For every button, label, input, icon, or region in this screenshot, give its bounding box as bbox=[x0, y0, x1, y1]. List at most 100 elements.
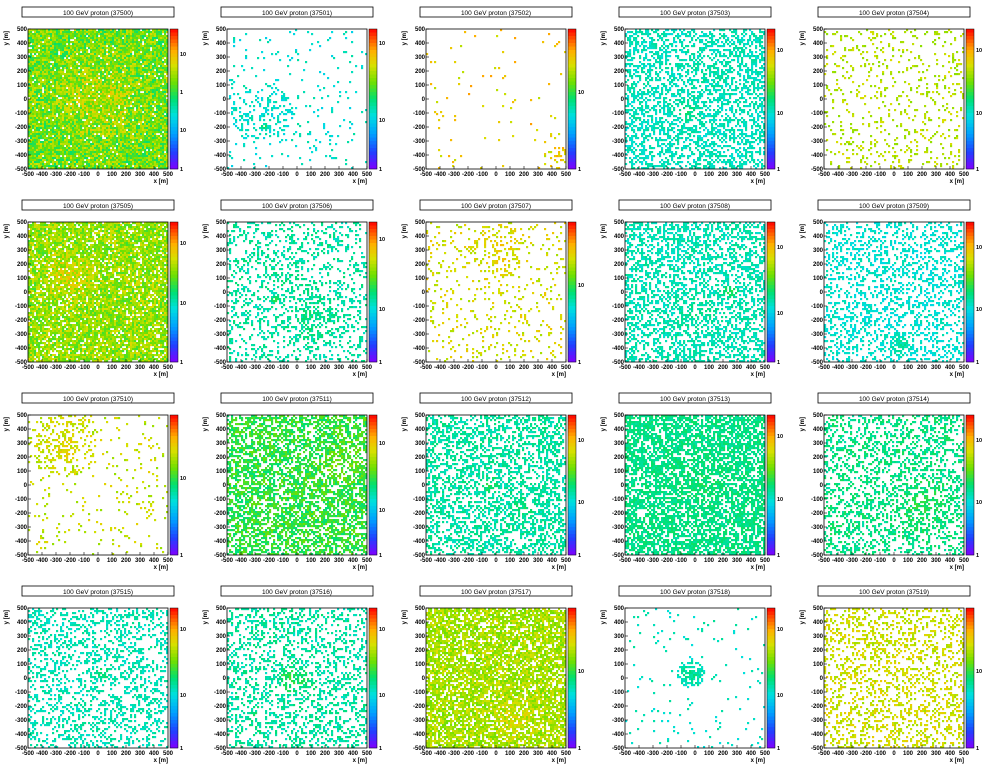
heatmap-cell bbox=[88, 135, 90, 137]
heatmap-cell bbox=[124, 53, 126, 55]
heatmap-cell bbox=[44, 153, 46, 155]
heatmap-cell bbox=[84, 71, 86, 73]
heatmap-cell bbox=[126, 37, 128, 39]
heatmap-cell bbox=[148, 121, 150, 123]
heatmap-cell bbox=[34, 37, 36, 39]
heatmap-cell bbox=[30, 151, 32, 153]
heatmap-cell bbox=[74, 101, 76, 103]
heatmap-cell bbox=[162, 129, 164, 131]
heatmap-cell bbox=[110, 149, 112, 151]
heatmap-cell bbox=[247, 91, 249, 93]
heatmap-cell bbox=[110, 35, 112, 37]
heatmap-cell bbox=[120, 85, 122, 87]
heatmap-cell bbox=[120, 165, 122, 167]
heatmap-cell bbox=[88, 153, 90, 155]
heatmap-cell bbox=[148, 75, 150, 77]
heatmap-cell bbox=[130, 61, 132, 63]
heatmap-cell bbox=[44, 77, 46, 79]
heatmap-cell bbox=[52, 97, 54, 99]
heatmap-cell bbox=[64, 59, 66, 61]
colorbar-segment bbox=[170, 131, 178, 135]
heatmap-cell bbox=[102, 83, 104, 85]
heatmap-cell bbox=[102, 141, 104, 143]
heatmap-cell bbox=[96, 157, 98, 159]
heatmap-cell bbox=[162, 165, 164, 167]
heatmap-cell bbox=[62, 49, 64, 51]
heatmap-cell bbox=[116, 139, 118, 141]
heatmap-cell bbox=[54, 47, 56, 49]
heatmap-cell bbox=[255, 153, 257, 155]
heatmap-cell bbox=[30, 67, 32, 69]
heatmap-cell bbox=[152, 99, 154, 101]
heatmap-cell bbox=[114, 67, 116, 69]
heatmap-cell bbox=[116, 55, 118, 57]
heatmap-cell bbox=[72, 87, 74, 89]
heatmap-cell bbox=[38, 69, 40, 71]
heatmap-cell bbox=[120, 43, 122, 45]
heatmap-cell bbox=[34, 165, 36, 167]
heatmap-cell bbox=[128, 129, 130, 131]
heatmap-cell bbox=[44, 145, 46, 147]
heatmap-cell bbox=[144, 97, 146, 99]
heatmap-cell bbox=[84, 77, 86, 79]
heatmap-cell bbox=[164, 51, 166, 53]
heatmap-cell bbox=[50, 137, 52, 139]
heatmap-cell bbox=[160, 161, 162, 163]
heatmap-cell bbox=[72, 117, 74, 119]
heatmap-cell bbox=[128, 87, 130, 89]
heatmap-cell bbox=[84, 109, 86, 111]
heatmap-cell bbox=[100, 77, 102, 79]
heatmap-cell bbox=[80, 155, 82, 157]
heatmap-cell bbox=[84, 149, 86, 151]
heatmap-cell bbox=[98, 39, 100, 41]
heatmap-cell bbox=[114, 37, 116, 39]
heatmap-cell bbox=[150, 111, 152, 113]
heatmap-cell bbox=[102, 119, 104, 121]
heatmap-cell bbox=[66, 31, 68, 33]
heatmap-cell bbox=[158, 41, 160, 43]
heatmap-cell bbox=[281, 129, 283, 131]
heatmap-cell bbox=[128, 55, 130, 57]
heatmap-cell bbox=[78, 159, 80, 161]
heatmap-cell bbox=[78, 161, 80, 163]
heatmap-cell bbox=[62, 97, 64, 99]
heatmap-cell bbox=[106, 93, 108, 95]
heatmap-cell bbox=[154, 43, 156, 45]
heatmap-cell bbox=[110, 37, 112, 39]
heatmap-cell bbox=[112, 131, 114, 133]
heatmap-cell bbox=[92, 127, 94, 129]
heatmap-cell bbox=[102, 59, 104, 61]
heatmap-cell bbox=[84, 59, 86, 61]
heatmap-cell bbox=[106, 99, 108, 101]
heatmap-cell bbox=[42, 121, 44, 123]
heatmap-cell bbox=[233, 107, 235, 109]
heatmap-cell bbox=[146, 31, 148, 33]
heatmap-cell bbox=[32, 133, 34, 135]
heatmap-cell bbox=[98, 139, 100, 141]
heatmap-cell bbox=[96, 35, 98, 37]
heatmap-cell bbox=[98, 119, 100, 121]
heatmap-cell bbox=[64, 165, 66, 167]
heatmap-cell bbox=[118, 33, 120, 35]
heatmap-cell bbox=[94, 165, 96, 167]
heatmap-cell bbox=[100, 75, 102, 77]
heatmap-cell bbox=[128, 81, 130, 83]
heatmap-cell bbox=[72, 109, 74, 111]
heatmap-cell bbox=[70, 53, 72, 55]
heatmap-cell bbox=[44, 147, 46, 149]
heatmap-cell bbox=[150, 59, 152, 61]
heatmap-cell bbox=[74, 119, 76, 121]
heatmap-cell bbox=[96, 77, 98, 79]
heatmap-cell bbox=[38, 91, 40, 93]
heatmap-cell bbox=[162, 75, 164, 77]
heatmap-cell bbox=[243, 69, 245, 71]
heatmap-cell bbox=[144, 83, 146, 85]
heatmap-cell bbox=[142, 141, 144, 143]
heatmap-cell bbox=[138, 147, 140, 149]
heatmap-cell bbox=[62, 145, 64, 147]
heatmap-cell bbox=[30, 107, 32, 109]
heatmap-cell bbox=[76, 137, 78, 139]
heatmap-cell bbox=[114, 43, 116, 45]
heatmap-cell bbox=[162, 65, 164, 67]
heatmap-cell bbox=[32, 61, 34, 63]
